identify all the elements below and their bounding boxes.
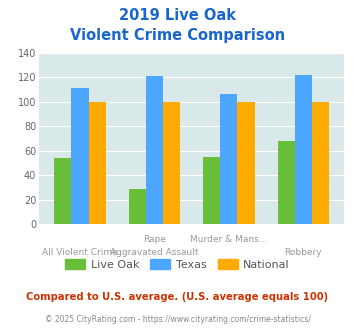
Text: All Violent Crime: All Violent Crime — [42, 248, 118, 257]
Text: Aggravated Assault: Aggravated Assault — [110, 248, 199, 257]
Bar — [237, 102, 255, 224]
Bar — [203, 157, 220, 224]
Bar — [71, 88, 88, 224]
Text: Rape: Rape — [143, 235, 166, 244]
Text: Violent Crime Comparison: Violent Crime Comparison — [70, 28, 285, 43]
Bar — [163, 102, 180, 224]
Legend: Live Oak, Texas, National: Live Oak, Texas, National — [61, 255, 294, 274]
Text: Murder & Mans...: Murder & Mans... — [190, 235, 268, 244]
Bar — [129, 189, 146, 224]
Text: Robbery: Robbery — [285, 248, 322, 257]
Bar — [146, 76, 163, 224]
Bar — [312, 102, 329, 224]
Text: Compared to U.S. average. (U.S. average equals 100): Compared to U.S. average. (U.S. average … — [26, 292, 329, 302]
Bar — [88, 102, 106, 224]
Text: © 2025 CityRating.com - https://www.cityrating.com/crime-statistics/: © 2025 CityRating.com - https://www.city… — [45, 315, 310, 324]
Text: 2019 Live Oak: 2019 Live Oak — [119, 8, 236, 23]
Bar — [220, 94, 237, 224]
Bar — [295, 75, 312, 224]
Bar — [278, 141, 295, 224]
Bar — [54, 158, 71, 224]
